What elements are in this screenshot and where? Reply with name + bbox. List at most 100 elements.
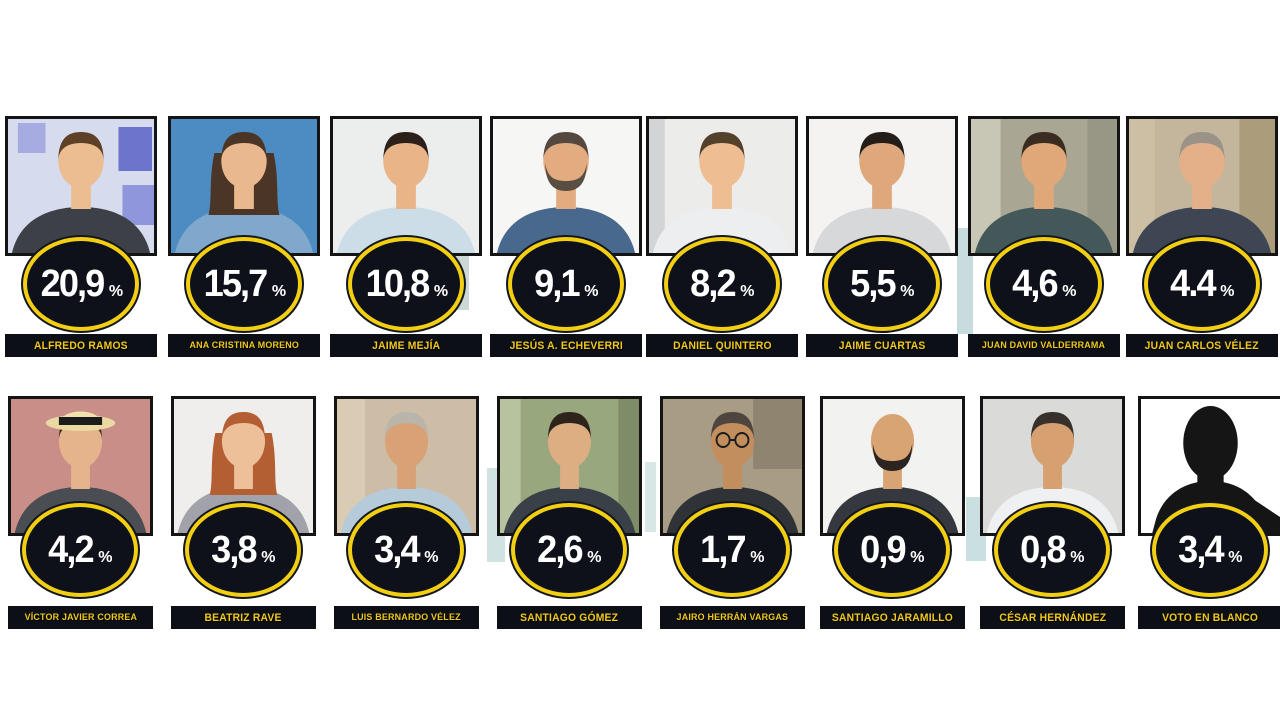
candidate-name: JUAN CARLOS VÉLEZ [1144,339,1260,352]
percentage-value: 0,9 [860,529,907,571]
percent-sign: % [261,549,276,566]
percent-sign: % [424,549,439,566]
percent-sign: % [433,283,449,300]
candidate-photo [806,116,958,256]
percentage-value: 3,8 [211,529,258,571]
candidate-name: JAIME CUARTAS [838,339,926,352]
percentage-badge: 4.4 % [1144,237,1260,331]
percentage-value: 10,8 [365,263,431,305]
percentage-value: 15,7 [203,263,269,305]
percentage-badge: 10,8 % [348,237,464,331]
percentage-badge: 3,8 % [185,503,301,597]
percent-sign: % [1062,283,1077,300]
percentage-value: 5,5 [850,263,897,305]
percentage-value: 4.4 [1170,263,1217,305]
percent-sign: % [1220,283,1235,300]
candidate-name: LUIS BERNARDO VÉLEZ [351,612,462,623]
percentage-value: 9,1 [534,263,581,305]
candidate-name: JESÚS A. ECHEVERRI [509,339,623,352]
percentage-value: 2,6 [537,529,584,571]
percent-sign: % [108,283,124,300]
percentage-value: 3,4 [1178,529,1225,571]
percentage-badge: 0,9 % [834,503,950,597]
avatar-illustration [500,399,639,533]
percent-sign: % [584,283,599,300]
avatar-illustration [1129,119,1275,253]
avatar-illustration [493,119,639,253]
candidate-name: DANIEL QUINTERO [672,339,772,352]
candidate-photo [968,116,1120,256]
candidate-name-bar: JAIRO HERRÁN VARGAS [660,606,805,629]
percentage-badge: 20,9 % [23,237,139,331]
percentage-value: 4,6 [1012,263,1059,305]
candidate-name: ALFREDO RAMOS [34,339,128,352]
candidate-name: JUAN DAVID VALDERRAMA [982,340,1106,351]
percentage-badge: 1,7 % [674,503,790,597]
avatar-illustration [649,119,795,253]
candidate-name-bar: JUAN DAVID VALDERRAMA [968,334,1120,357]
candidate-name: JAIRO HERRÁN VARGAS [676,612,789,623]
candidate-name-bar: DANIEL QUINTERO [646,334,798,357]
candidate-name: SANTIAGO GÓMEZ [520,611,619,624]
avatar-illustration [971,119,1117,253]
percentage-value: 4,2 [48,529,95,571]
percent-sign: % [750,549,765,566]
percent-sign: % [1228,549,1243,566]
candidate-name-bar: SANTIAGO JARAMILLO [820,606,965,629]
percentage-value: 1,7 [700,529,747,571]
avatar-illustration [171,119,317,253]
candidate-photo [980,396,1125,536]
candidate-photo [646,116,798,256]
candidate-photo [5,116,157,256]
percentage-badge: 3,4 % [1152,503,1268,597]
percentage-badge: 4,2 % [22,503,138,597]
percentage-value: 3,4 [374,529,421,571]
percentage-badge: 2,6 % [511,503,627,597]
candidate-photo [490,116,642,256]
candidate-name-bar: JESÚS A. ECHEVERRI [490,334,642,357]
avatar-illustration [8,119,154,253]
candidate-name-bar: VÍCTOR JAVIER CORREA [8,606,153,629]
candidate-name-bar: JUAN CARLOS VÉLEZ [1126,334,1278,357]
candidate-name: CÉSAR HERNÁNDEZ [999,611,1106,624]
percent-sign: % [1070,549,1085,566]
background-accent [645,462,656,532]
percentage-value: 20,9 [40,263,106,305]
candidate-name-bar: ALFREDO RAMOS [5,334,157,357]
candidate-name: BEATRIZ RAVE [204,611,283,624]
percent-sign: % [271,283,287,300]
candidate-name: JAIME MEJÍA [371,339,441,352]
candidate-name: VÍCTOR JAVIER CORREA [24,612,137,623]
percentage-value: 8,2 [690,263,737,305]
candidate-name: ANA CRISTINA MORENO [189,340,299,351]
percentage-badge: 8,2 % [664,237,780,331]
candidate-name: SANTIAGO JARAMILLO [831,611,954,624]
percent-sign: % [587,549,602,566]
candidate-photo [8,396,153,536]
candidate-photo [330,116,482,256]
candidate-name-bar: JAIME MEJÍA [330,334,482,357]
avatar-illustration [333,119,479,253]
avatar-illustration [11,399,150,533]
percentage-badge: 5,5 % [824,237,940,331]
candidate-name: VOTO EN BLANCO [1162,611,1259,624]
candidate-name-bar: ANA CRISTINA MORENO [168,334,320,357]
percentage-value: 0,8 [1020,529,1067,571]
percent-sign: % [740,283,755,300]
percentage-badge: 15,7 % [186,237,302,331]
percent-sign: % [910,549,925,566]
candidate-photo [168,116,320,256]
percent-sign: % [900,283,915,300]
candidate-name-bar: LUIS BERNARDO VÉLEZ [334,606,479,629]
percentage-badge: 3,4 % [348,503,464,597]
candidate-name-bar: BEATRIZ RAVE [171,606,316,629]
candidate-name-bar: VOTO EN BLANCO [1138,606,1280,629]
percentage-badge: 0,8 % [994,503,1110,597]
candidate-name-bar: JAIME CUARTAS [806,334,958,357]
candidate-photo [1126,116,1278,256]
avatar-illustration [809,119,955,253]
candidate-name-bar: CÉSAR HERNÁNDEZ [980,606,1125,629]
candidate-name-bar: SANTIAGO GÓMEZ [497,606,642,629]
percent-sign: % [98,549,113,566]
